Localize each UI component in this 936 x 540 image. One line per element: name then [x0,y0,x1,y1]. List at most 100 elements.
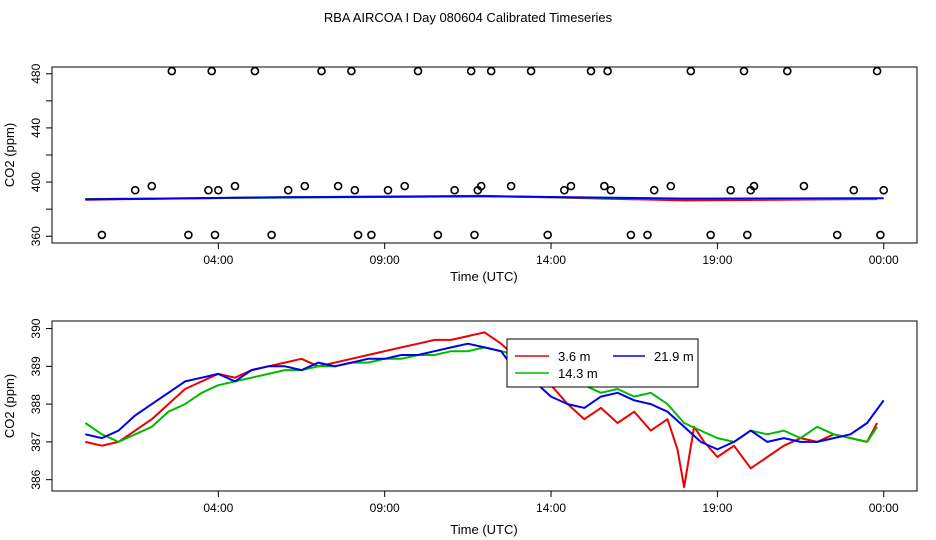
calibration-point [476,181,486,191]
calibration-point [666,181,676,191]
calibration-point [879,185,889,195]
calibration-point [526,66,536,76]
calibration-point [317,66,326,76]
y-tick-label: 480 [29,63,43,83]
x-tick-label: 00:00 [869,501,899,515]
legend-box [506,338,699,388]
series-line-21-9-m [85,195,884,201]
calibration-point [832,230,842,240]
y-tick-label: 400 [29,172,43,192]
calibration-point [686,66,696,76]
y-tick-label: 390 [29,318,43,338]
calibration-point [603,66,612,76]
series-line-21-9-m [85,342,885,451]
calibration-point [97,230,107,240]
legend-label-21-9m: 21.9 m [654,349,694,364]
calibration-point [566,181,576,191]
calibration-point [506,181,516,191]
calibration-point [167,66,177,76]
bottom-ylabel: CO2 (ppm) [2,374,17,438]
y-tick-label: 387 [29,432,43,452]
calibration-point [450,185,459,195]
calibration-point [649,185,659,195]
calibration-point [433,230,443,240]
bottom-series [84,331,885,489]
bottom-plot-box [51,320,918,492]
calibration-point [230,181,240,191]
x-tick-label: 19:00 [702,501,732,515]
calibration-point [367,230,376,240]
y-tick-label: 360 [29,226,43,246]
calibration-point [267,230,276,240]
calibration-point [333,181,343,191]
legend-label-14-3m: 14.3 m [558,366,598,381]
calibration-point [184,230,193,240]
calibration-point [130,185,140,195]
calibration-point [283,185,293,195]
calibration-point [742,230,752,240]
calibration-point [350,185,360,195]
calibration-point [876,230,885,240]
top-x-axis: 04:00 09:00 14:00 19:00 00:00 [203,243,899,267]
calibration-point [250,66,260,76]
calibration-point [643,230,652,240]
calibration-point [799,181,809,191]
calibration-point [207,66,216,76]
series-line-14-3-m [84,346,878,443]
calibration-point [849,185,859,195]
top-series [85,194,884,202]
calibration-point [626,230,636,240]
calibration-point [413,66,423,76]
y-tick-label: 440 [29,118,43,138]
x-tick-label: 14:00 [536,501,566,515]
calibration-point [872,66,882,76]
bottom-x-axis: 04:00 09:00 14:00 19:00 00:00 [203,491,899,515]
x-tick-label: 04:00 [203,253,233,267]
calibration-point [400,181,410,191]
calibration-point [543,230,553,240]
calibration-point [749,181,759,191]
series-line-3-6-m [85,331,878,489]
y-tick-label: 389 [29,356,43,376]
calibration-point [606,185,616,195]
calibration-point [599,181,609,191]
calibration-point [706,230,716,240]
bottom-panel: 386 387 388 389 390 04:00 09:00 14:00 19:00 00:0… [2,318,918,537]
calibration-point [782,66,792,76]
calibration-point [147,181,157,191]
calibration-point [739,66,749,76]
calibration-point [300,181,310,191]
calibration-point [210,230,220,240]
calibration-point [383,185,393,195]
x-tick-label: 09:00 [370,501,400,515]
top-ylabel: CO2 (ppm) [2,123,17,187]
calibration-point [353,230,363,240]
calibration-point [466,66,476,76]
top-y-axis: 360 400 440 480 [29,63,52,246]
legend: 3.6 m 14.3 m 21.9 m [506,338,699,388]
calibration-point [486,66,496,76]
calibration-point [559,185,569,195]
top-panel: 360 400 440 480 04:00 09:00 14:00 19:00 00:00 T… [2,63,918,284]
y-tick-label: 386 [29,469,43,489]
chart-title: RBA AIRCOA I Day 080604 Calibrated Times… [324,10,613,25]
x-tick-label: 04:00 [203,501,233,515]
calibration-point [214,185,223,195]
calibration-point [347,66,356,76]
x-tick-label: 00:00 [869,253,899,267]
calibration-point [204,185,213,195]
calibration-point [470,230,479,240]
x-tick-label: 14:00 [536,253,566,267]
top-xlabel: Time (UTC) [450,269,517,284]
legend-label-3-6m: 3.6 m [558,349,591,364]
top-scatter [97,66,889,240]
top-plot-box [51,66,918,244]
bottom-y-axis: 386 387 388 389 390 [29,318,52,490]
y-tick-label: 388 [29,394,43,414]
bottom-xlabel: Time (UTC) [450,522,517,537]
calibration-point [726,185,736,195]
calibration-point [586,66,596,76]
x-tick-label: 09:00 [370,253,400,267]
x-tick-label: 19:00 [702,253,732,267]
